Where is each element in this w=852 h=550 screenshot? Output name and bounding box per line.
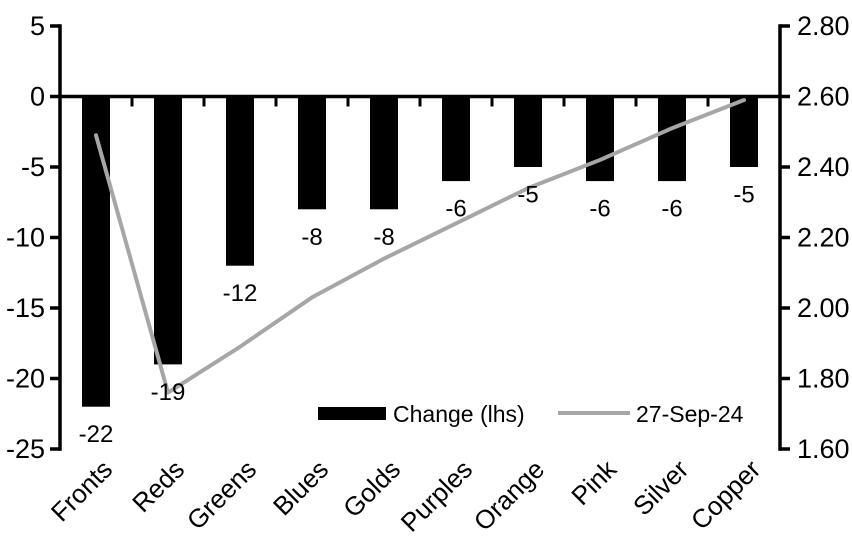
left-axis-tick-label: -15 [6,293,45,323]
bar-data-label: -5 [733,182,754,209]
bar-data-label: -6 [589,196,610,223]
right-axis-tick-label: 1.60 [797,434,850,464]
bar-data-label: -22 [79,421,114,448]
right-axis-tick-label: 2.00 [797,293,850,323]
bar [514,96,542,167]
left-axis-tick-label: 5 [30,11,45,41]
bar-data-label: -12 [223,280,258,307]
bar [298,96,326,210]
bar [658,96,686,182]
right-axis-tick-label: 1.80 [797,364,850,394]
line-series [94,98,746,395]
bar [586,96,614,182]
left-axis-tick-label: 0 [30,82,45,112]
left-axis-tick-label: -10 [6,223,45,253]
bar-data-label: -5 [517,182,538,209]
labels-group: -22 -19 -12 -8 -8 -6 -5 -6 -6 -5 5 0 -5 -10 -15 -20 -25 2… [6,11,850,538]
category-label: Pink [565,453,623,511]
left-axis-tick-label: -25 [6,434,45,464]
bar [226,96,254,266]
bar-data-label: -8 [301,224,322,251]
line-group [94,98,746,395]
bar [154,96,182,365]
category-label: Greens [181,454,263,536]
bar [442,96,470,182]
category-label: Silver [627,454,694,521]
legend: Change (lhs) 27-Sep-24 [318,401,744,427]
category-label: Purples [395,454,479,538]
right-axis-tick-label: 2.20 [797,223,850,253]
bar-data-label: -8 [373,224,394,251]
right-axis-tick-label: 2.40 [797,152,850,182]
right-axis-tick-label: 2.60 [797,82,850,112]
axes-group [50,24,790,451]
bars-group [82,96,758,407]
category-label: Blues [267,454,334,521]
category-label: Reds [126,454,190,518]
legend-line-label: 27-Sep-24 [636,401,744,427]
bar [82,96,110,407]
bar [730,96,758,167]
legend-bar-swatch-icon [318,407,386,420]
left-axis-tick-label: -20 [6,364,45,394]
bar-data-label: -6 [445,196,466,223]
category-label: Orange [468,454,551,537]
legend-bar-label: Change (lhs) [393,401,525,427]
bar [370,96,398,210]
right-axis-tick-label: 2.80 [797,11,850,41]
left-axis-tick-label: -5 [21,152,45,182]
category-label: Copper [685,454,767,536]
bar-data-label: -6 [661,196,682,223]
category-label: Fronts [45,454,118,527]
bar-data-label: -19 [151,379,186,406]
category-label: Golds [337,454,406,523]
